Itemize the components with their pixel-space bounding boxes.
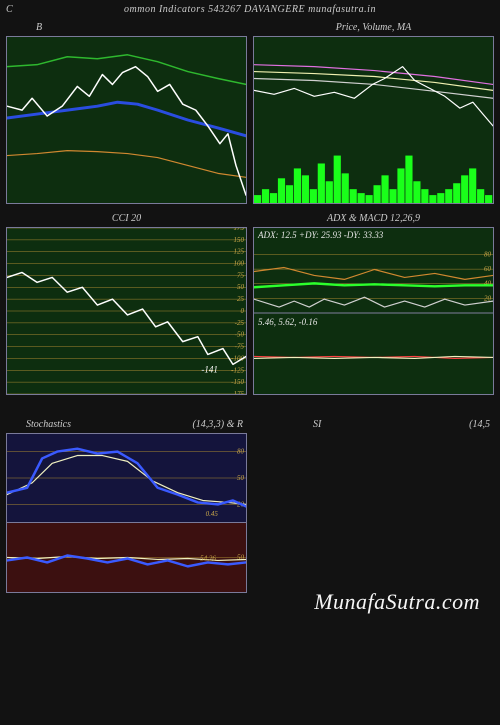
stoch-title-right: (14,3,3) & R xyxy=(192,419,243,430)
svg-text:54.26: 54.26 xyxy=(200,555,216,563)
row-2: CCI 20 1751501251007550250-25-50-75-100-… xyxy=(0,210,500,401)
svg-text:0.45: 0.45 xyxy=(206,511,219,518)
stoch-title: Stochastics (14,3,3) & R xyxy=(6,419,247,433)
svg-text:-25: -25 xyxy=(235,319,245,327)
header-title: ommon Indicators 543267 DAVANGERE munafa… xyxy=(124,4,376,15)
stoch-wrap: Stochastics (14,3,3) & R 8050200.45 5054… xyxy=(6,419,247,593)
rsi-wrap: SI (14,5 xyxy=(253,419,494,593)
cci-panel: 1751501251007550250-25-50-75-100-125-150… xyxy=(6,227,247,395)
cci-title: CCI 20 xyxy=(6,210,247,227)
svg-text:150: 150 xyxy=(233,236,244,244)
svg-text:-175: -175 xyxy=(231,390,244,394)
svg-text:ADX: 12.5 +DY: 25.93 -DY: 33.3: ADX: 12.5 +DY: 25.93 -DY: 33.33 xyxy=(257,230,384,240)
svg-text:50: 50 xyxy=(237,475,245,482)
bollinger-title: B xyxy=(6,19,247,36)
svg-text:-141: -141 xyxy=(201,364,218,374)
header-lead: C xyxy=(6,4,13,15)
svg-text:80: 80 xyxy=(237,449,245,456)
cci-wrap: CCI 20 1751501251007550250-25-50-75-100-… xyxy=(6,210,247,395)
page-header: C ommon Indicators 543267 DAVANGERE muna… xyxy=(0,0,500,19)
price-panel xyxy=(253,36,494,204)
adx-title: ADX & MACD 12,26,9 xyxy=(253,210,494,227)
svg-text:175: 175 xyxy=(233,228,244,232)
svg-text:100: 100 xyxy=(233,260,244,268)
price-title: Price, Volume, MA xyxy=(253,19,494,36)
svg-text:-150: -150 xyxy=(231,378,244,386)
rsi-title: SI (14,5 xyxy=(253,419,494,433)
svg-text:-75: -75 xyxy=(235,343,245,351)
svg-text:5.46, 5.62, -0.16: 5.46, 5.62, -0.16 xyxy=(258,317,318,327)
svg-text:25: 25 xyxy=(237,295,245,303)
stoch-bot-panel: 5054.26 xyxy=(6,523,247,593)
svg-text:80: 80 xyxy=(484,251,492,259)
svg-text:75: 75 xyxy=(237,271,245,279)
svg-text:60: 60 xyxy=(484,265,492,273)
price-wrap: Price, Volume, MA xyxy=(253,19,494,204)
row-3: Stochastics (14,3,3) & R 8050200.45 5054… xyxy=(0,419,500,599)
rsi-title-left: SI xyxy=(313,419,321,430)
stoch-top-panel: 8050200.45 xyxy=(6,433,247,523)
rsi-title-right: (14,5 xyxy=(469,419,490,430)
svg-text:50: 50 xyxy=(237,283,245,291)
adx-wrap: ADX & MACD 12,26,9 80604020ADX: 12.5 +DY… xyxy=(253,210,494,395)
watermark: MunafaSutra.com xyxy=(314,589,480,615)
svg-text:125: 125 xyxy=(233,248,244,256)
bollinger-wrap: B xyxy=(6,19,247,204)
adx-panel: 80604020ADX: 12.5 +DY: 25.93 -DY: 33.335… xyxy=(253,227,494,395)
svg-text:-50: -50 xyxy=(235,331,245,339)
svg-text:0: 0 xyxy=(240,307,244,315)
stoch-title-left: Stochastics xyxy=(26,419,71,430)
bollinger-panel xyxy=(6,36,247,204)
row-1: B Price, Volume, MA xyxy=(0,19,500,210)
svg-text:-125: -125 xyxy=(231,366,244,374)
